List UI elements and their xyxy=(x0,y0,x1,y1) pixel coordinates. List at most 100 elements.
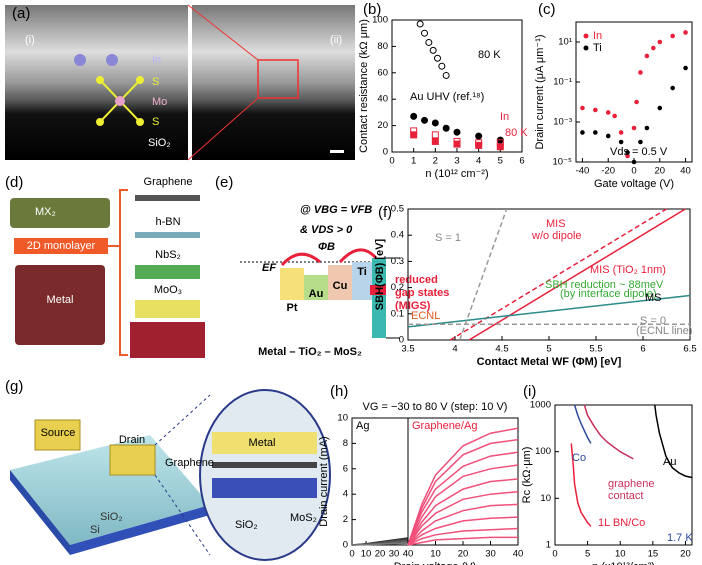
y-axis-label: Drain current (mA) xyxy=(318,436,330,526)
y-tick-label: 10⁻⁵ xyxy=(552,157,572,168)
marker xyxy=(410,112,418,120)
x-tick-label: 5 xyxy=(498,156,503,167)
chart-title: VG = −30 to 80 V (step: 10 V) xyxy=(363,401,508,413)
marker xyxy=(605,110,611,115)
annotation: Au UHV (ref.¹⁸) xyxy=(410,91,484,103)
line xyxy=(570,443,592,527)
panel-a: (a) (i) (ii) In S Mo S SiO₂ xyxy=(5,4,355,161)
band-ti xyxy=(352,262,372,300)
marker xyxy=(410,131,418,139)
x-tick-label: 6 xyxy=(640,344,645,355)
panel-label: (i) xyxy=(523,383,536,400)
line xyxy=(407,427,519,546)
annotation: MIS (TiO₂ 1nm) xyxy=(590,264,666,276)
line xyxy=(407,536,518,546)
x-tick-label: 10 xyxy=(615,549,626,560)
marker xyxy=(657,39,663,45)
annotation: w/o dipole xyxy=(531,230,582,242)
y-tick-label: 0.3 xyxy=(391,256,404,267)
label: Graphene xyxy=(165,457,214,469)
x-tick-label: 1 xyxy=(411,156,416,167)
x-tick-label: 20 xyxy=(458,549,469,560)
marker xyxy=(429,46,437,54)
substrate-side xyxy=(70,505,210,555)
stack-label: Metal – TiO₂ – MoS₂ xyxy=(258,346,362,358)
y-axis-label: Rc (kΩ·μm) xyxy=(521,447,533,504)
line xyxy=(407,490,519,546)
y-tick-label: 10 xyxy=(337,413,348,424)
material-label: h-BN xyxy=(155,216,180,228)
y-axis-label: SBH(ΦB) [eV] xyxy=(374,238,386,310)
atom-label: In xyxy=(152,54,161,66)
legend-marker xyxy=(583,33,589,39)
zoom-line xyxy=(154,394,211,446)
marker xyxy=(442,124,450,132)
y-tick-label: 20 xyxy=(377,120,388,131)
annotation: 1L BN/Co xyxy=(598,517,645,529)
atom xyxy=(74,54,86,66)
metal-label: Au xyxy=(309,288,324,300)
x-tick-label: 20 xyxy=(680,549,691,560)
atom xyxy=(106,54,118,66)
atom xyxy=(96,76,104,84)
zoom-line xyxy=(187,97,259,161)
moo3-layer xyxy=(135,300,200,318)
marker xyxy=(438,62,446,70)
annotation: 80 K xyxy=(478,49,501,61)
panel-label: (c) xyxy=(538,1,556,18)
zoom-box xyxy=(257,59,299,99)
drain-electrode xyxy=(109,444,156,476)
y-tick-label: 0.2 xyxy=(391,282,404,293)
stem-image xyxy=(5,5,188,160)
marker xyxy=(475,132,483,140)
condition: & VDS > 0 xyxy=(300,224,353,236)
marker xyxy=(453,140,461,148)
marker xyxy=(638,139,643,145)
line xyxy=(351,542,409,546)
x-tick-label: 40 xyxy=(680,166,691,177)
annotation: 80 K xyxy=(505,127,528,139)
zoom-line xyxy=(154,474,211,556)
metal-layer xyxy=(212,432,317,454)
substrate-side xyxy=(10,470,70,555)
layer-label: MX₂ xyxy=(35,206,56,218)
label: Si xyxy=(90,524,100,536)
y-tick-label: 0 xyxy=(399,335,404,346)
monolayer-bar xyxy=(14,238,108,254)
mos2-layer xyxy=(212,478,317,498)
x-axis-label: Contact Metal WF (ΦM) [eV] xyxy=(477,356,622,368)
x-tick-label: 10 xyxy=(361,549,372,560)
x-tick-label: 4 xyxy=(452,344,457,355)
x-tick-label: 3 xyxy=(454,156,459,167)
line xyxy=(407,451,519,546)
annotation: ECNL xyxy=(411,310,440,322)
panel-label: (e) xyxy=(215,174,233,191)
marker xyxy=(618,130,624,135)
metal-label: Pt xyxy=(287,302,298,314)
x-tick-label: 15 xyxy=(648,549,659,560)
bracket xyxy=(119,189,128,356)
x-tick-label: 5 xyxy=(546,344,551,355)
migs-label: gap states xyxy=(395,287,449,299)
x-tick-label: 3.5 xyxy=(401,344,414,355)
arrow xyxy=(280,248,378,267)
marker xyxy=(631,125,637,131)
substrate xyxy=(10,435,210,545)
y-tick-label: 100 xyxy=(372,15,388,26)
annotation: (ECNL line) xyxy=(636,325,692,337)
band-pt xyxy=(280,268,304,300)
y-tick-label: 40 xyxy=(377,94,388,105)
line xyxy=(407,464,519,546)
plot-frame xyxy=(351,417,409,546)
hbn-layer xyxy=(135,232,200,238)
line xyxy=(654,404,693,479)
subtitle: Ag xyxy=(356,420,369,432)
x-axis-label: n (10¹² cm⁻²) xyxy=(425,168,488,180)
marker xyxy=(421,29,428,37)
annotation: 1.7 K xyxy=(667,532,693,544)
atom-label: S xyxy=(152,116,159,128)
y-tick-label: 0.1 xyxy=(391,308,404,319)
stem-image xyxy=(192,5,355,160)
y-axis-label: Drain current (μA μm⁻¹) xyxy=(534,34,546,149)
